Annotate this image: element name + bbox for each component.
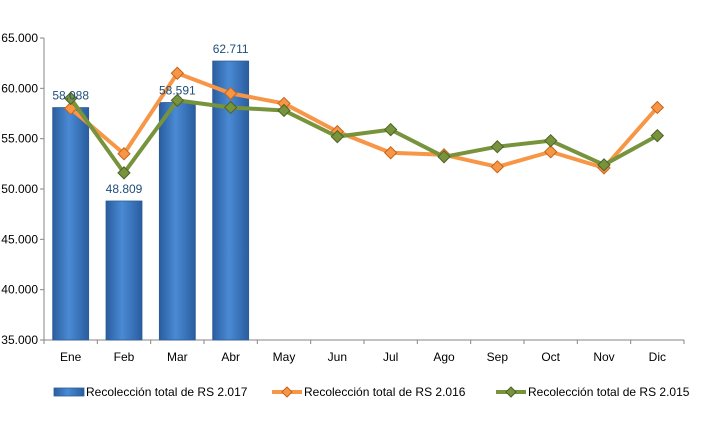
x-axis: Ene Feb Mar Abr May Jun Jul Ago Sep Oct Nov Dic <box>43 339 685 364</box>
x-tick-label: May <box>273 350 296 364</box>
legend-item: Recolección total de RS 2.015 <box>496 385 690 399</box>
point-marker <box>117 147 131 161</box>
x-tick-label: Dic <box>649 350 666 364</box>
legend: Recolección total de RS 2.017 Recolección… <box>53 385 690 399</box>
series-line <box>68 71 660 170</box>
point-marker <box>383 146 398 160</box>
point-marker <box>597 158 611 172</box>
point-marker <box>277 103 291 118</box>
point-marker <box>490 160 505 174</box>
legend-marker <box>505 386 517 398</box>
bar <box>158 102 196 341</box>
y-tick-label: 60.000 <box>1 81 38 95</box>
series-line <box>68 96 660 175</box>
legend-swatch <box>53 387 85 397</box>
x-tick-label: Jul <box>383 350 398 364</box>
line-series-1 <box>63 66 665 175</box>
y-tick-label: 40.000 <box>1 283 38 297</box>
data-label: 62.711 <box>213 42 249 56</box>
x-tick-label: Oct <box>541 350 560 364</box>
point-marker <box>330 129 345 144</box>
x-tick-label: Abr <box>221 350 240 364</box>
bar-series <box>52 60 250 341</box>
line-series-2 <box>63 91 665 180</box>
x-tick-label: Sep <box>487 350 509 364</box>
legend-label: Recolección total de RS 2.016 <box>304 385 466 399</box>
x-tick-label: Feb <box>114 350 135 364</box>
point-marker <box>63 91 78 106</box>
legend-label: Recolección total de RS 2.017 <box>86 385 248 399</box>
x-tick-label: Nov <box>593 350 614 364</box>
legend-label: Recolección total de RS 2.015 <box>528 385 690 399</box>
legend-item: Recolección total de RS 2.016 <box>272 385 466 399</box>
legend-item: Recolección total de RS 2.017 <box>53 385 248 399</box>
data-label: 58.591 <box>159 84 196 98</box>
legend-marker <box>281 386 293 398</box>
point-marker <box>437 150 451 164</box>
point-marker <box>490 140 505 154</box>
point-marker <box>650 100 665 115</box>
point-marker <box>117 166 131 180</box>
y-tick-label: 55.000 <box>1 132 38 146</box>
x-tick-label: Jun <box>328 350 347 364</box>
data-label: 48.809 <box>106 182 143 196</box>
x-tick-label: Mar <box>167 350 188 364</box>
data-label: 58.088 <box>52 89 89 103</box>
x-tick-label: Ene <box>60 350 82 364</box>
bar <box>52 107 90 341</box>
point-marker <box>223 100 238 115</box>
point-marker <box>383 122 398 137</box>
point-marker <box>170 93 185 108</box>
bar <box>105 200 143 341</box>
x-tick-label: Ago <box>433 350 455 364</box>
y-tick-label: 65.000 <box>1 31 38 45</box>
point-marker <box>223 86 238 101</box>
point-marker <box>543 133 558 148</box>
y-tick-label: 45.000 <box>1 232 38 246</box>
y-tick-label: 50.000 <box>1 182 38 196</box>
line-series <box>63 66 665 180</box>
data-labels: 58.088 48.809 58.591 62.711 <box>52 42 249 196</box>
point-marker <box>170 66 185 80</box>
point-marker <box>650 128 665 143</box>
y-axis: 35.000 40.000 45.000 50.000 55.000 60.000 65.0… <box>1 31 45 347</box>
y-tick-label: 35.000 <box>1 333 38 347</box>
point-marker <box>543 145 558 159</box>
